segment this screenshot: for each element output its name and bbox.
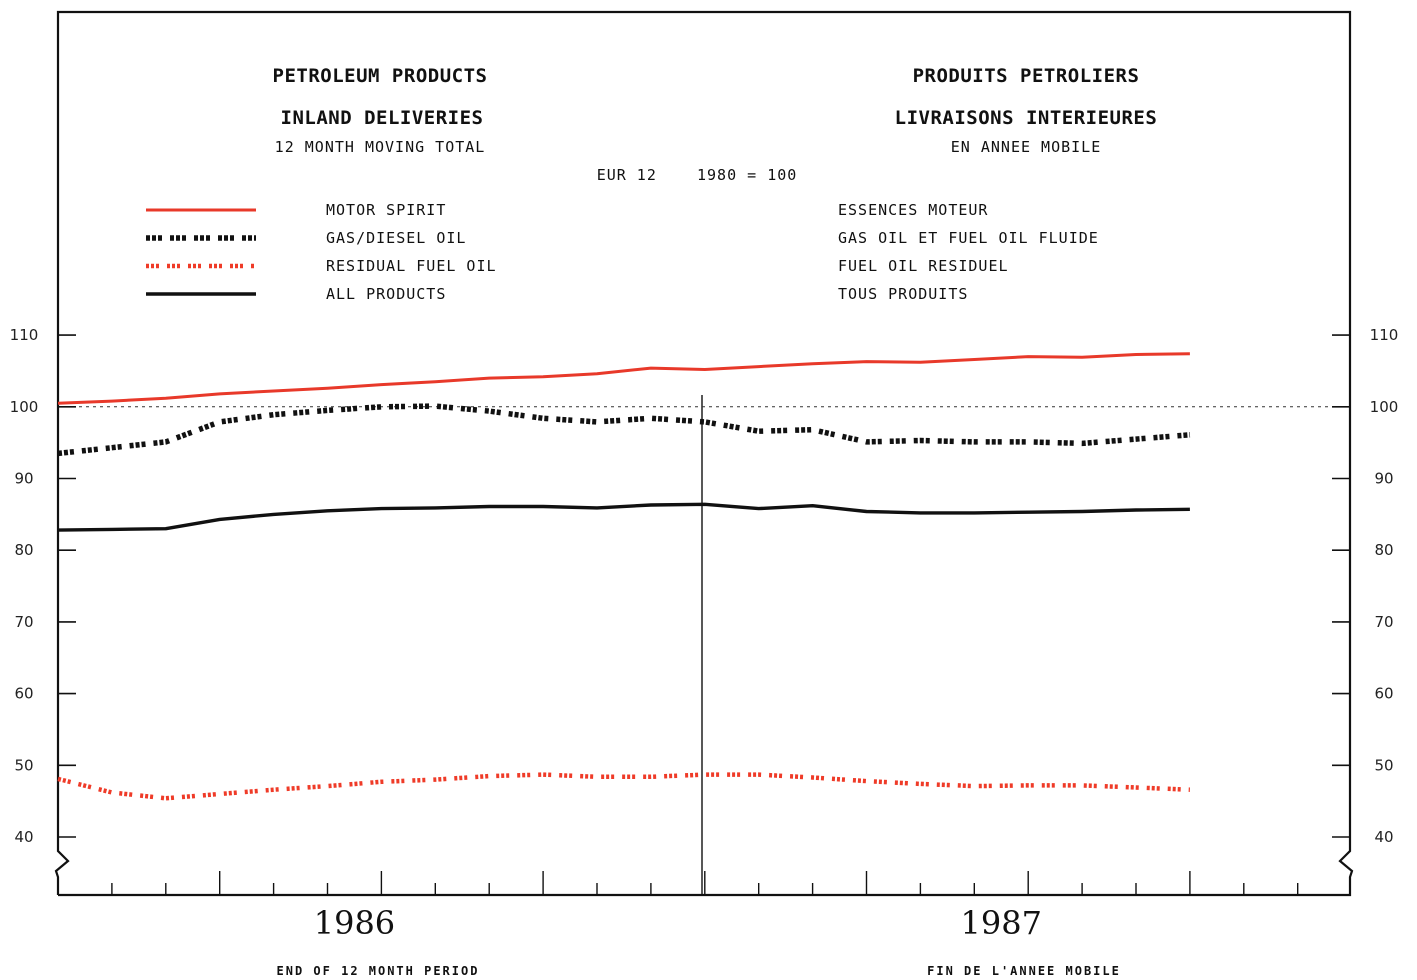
legend-label-en-residual: RESIDUAL FUEL OIL: [326, 257, 497, 275]
series-line-motor_spirit: [57, 352, 1190, 405]
year-label-1986: 1986: [314, 904, 395, 942]
x-axis: 1986 1987: [111, 871, 1299, 942]
subtitle-fr: EN ANNEE MOBILE: [951, 138, 1101, 156]
title-fr-line2: LIVRAISONS INTERIEURES: [895, 107, 1158, 129]
y-tick-label-left-100: 100: [10, 398, 39, 416]
legend-label-en-motor_spirit: MOTOR SPIRIT: [326, 201, 446, 219]
series-group: [57, 352, 1191, 801]
base-note: EUR 12 1980 = 100: [597, 166, 798, 184]
chart-frame: [54, 10, 1354, 897]
y-tick-label-right-90: 90: [1374, 470, 1393, 488]
y-tick-label-right-40: 40: [1374, 828, 1393, 846]
y-tick-label-left-40: 40: [14, 828, 33, 846]
y-axis: 40 40 50 50 60 60 70 70 80 80 90 90 100 100 110 110: [10, 326, 1399, 846]
legend-label-fr-residual: FUEL OIL RESIDUEL: [838, 257, 1009, 275]
series-line-gas_diesel: [57, 403, 1191, 457]
series-line-all_products: [57, 502, 1190, 532]
y-tick-label-left-60: 60: [14, 685, 33, 703]
y-tick-label-right-60: 60: [1374, 685, 1393, 703]
y-tick-label-left-110: 110: [10, 326, 39, 344]
series-line-residual: [57, 772, 1190, 801]
legend-label-en-gas_diesel: GAS/DIESEL OIL: [326, 229, 466, 247]
title-en-line1: PETROLEUM PRODUCTS: [273, 65, 488, 87]
y-tick-label-right-70: 70: [1374, 613, 1393, 631]
frame-outline: [54, 10, 1354, 897]
y-tick-label-left-70: 70: [14, 613, 33, 631]
legend-label-fr-motor_spirit: ESSENCES MOTEUR: [838, 201, 988, 219]
legend-label-fr-gas_diesel: GAS OIL ET FUEL OIL FLUIDE: [838, 229, 1099, 247]
year-label-1987: 1987: [961, 904, 1042, 942]
title-fr-line1: PRODUITS PETROLIERS: [913, 65, 1140, 87]
y-tick-label-left-50: 50: [14, 756, 33, 774]
legend-label-fr-all_products: TOUS PRODUITS: [838, 285, 968, 303]
x-axis-label-fr: FIN DE L'ANNEE MOBILE: [927, 964, 1121, 978]
y-tick-label-right-50: 50: [1374, 756, 1393, 774]
legend: MOTOR SPIRIT ESSENCES MOTEUR GAS/DIESEL OI…: [146, 201, 1099, 303]
x-axis-label-en: END OF 12 MONTH PERIOD: [277, 964, 480, 978]
y-tick-label-right-80: 80: [1374, 541, 1393, 559]
legend-label-en-all_products: ALL PRODUCTS: [326, 285, 446, 303]
y-tick-label-left-90: 90: [14, 470, 33, 488]
subtitle-en: 12 MONTH MOVING TOTAL: [275, 138, 486, 156]
y-tick-label-right-110: 110: [1370, 326, 1399, 344]
title-en-line2: INLAND DELIVERIES: [281, 107, 484, 129]
y-tick-label-left-80: 80: [14, 541, 33, 559]
y-tick-label-right-100: 100: [1370, 398, 1399, 416]
